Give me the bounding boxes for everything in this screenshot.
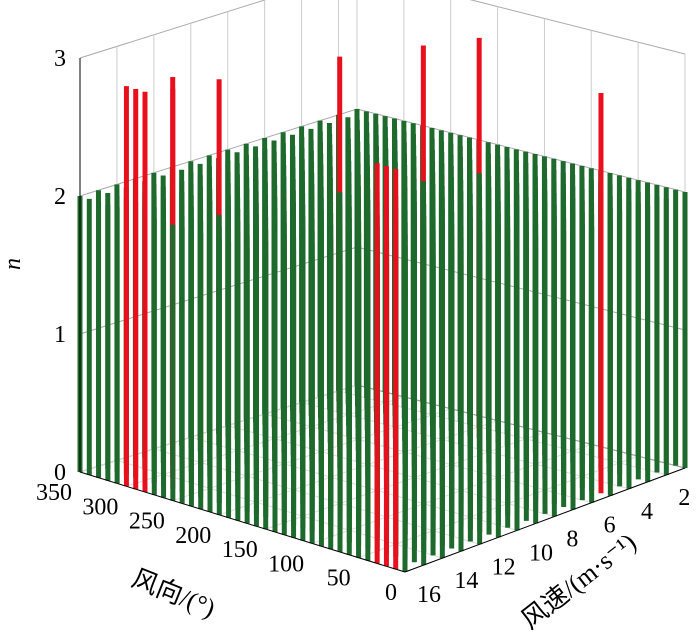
bars: [77, 37, 688, 572]
x-axis-line: [79, 471, 406, 573]
y-tick-label: 6: [604, 513, 616, 539]
x-axis-title: 风向/(°): [128, 564, 219, 623]
x-tick-label: 100: [268, 551, 304, 577]
z-tick-label: 1: [54, 322, 66, 348]
x-tick-label: 300: [82, 494, 118, 520]
x-tick-label: 250: [129, 509, 165, 535]
z-tick-label: 2: [54, 184, 66, 210]
y-tick-label: 14: [454, 568, 478, 594]
z-axis-title: n: [0, 258, 26, 270]
y-tick-label: 2: [678, 485, 690, 511]
z-tick-label: 0: [54, 460, 66, 486]
y-tick-label: 12: [492, 554, 516, 580]
y-tick-label: 10: [529, 540, 553, 566]
y-axis-line: [404, 467, 686, 573]
y-tick-label: 8: [566, 527, 578, 553]
y-tick-label: 16: [417, 582, 441, 608]
x-tick-label: 200: [175, 523, 211, 549]
z-gridline: [79, 0, 686, 59]
z-tick-label: 3: [54, 46, 66, 72]
x-tick-label: 50: [327, 566, 351, 592]
axes: 0123350300250200150100500246810121416n风向…: [0, 46, 690, 634]
y-tick-label: 4: [641, 499, 653, 525]
x-tick-label: 0: [385, 580, 397, 606]
x-tick-label: 150: [222, 537, 258, 563]
x-tick-label: 350: [36, 480, 72, 506]
